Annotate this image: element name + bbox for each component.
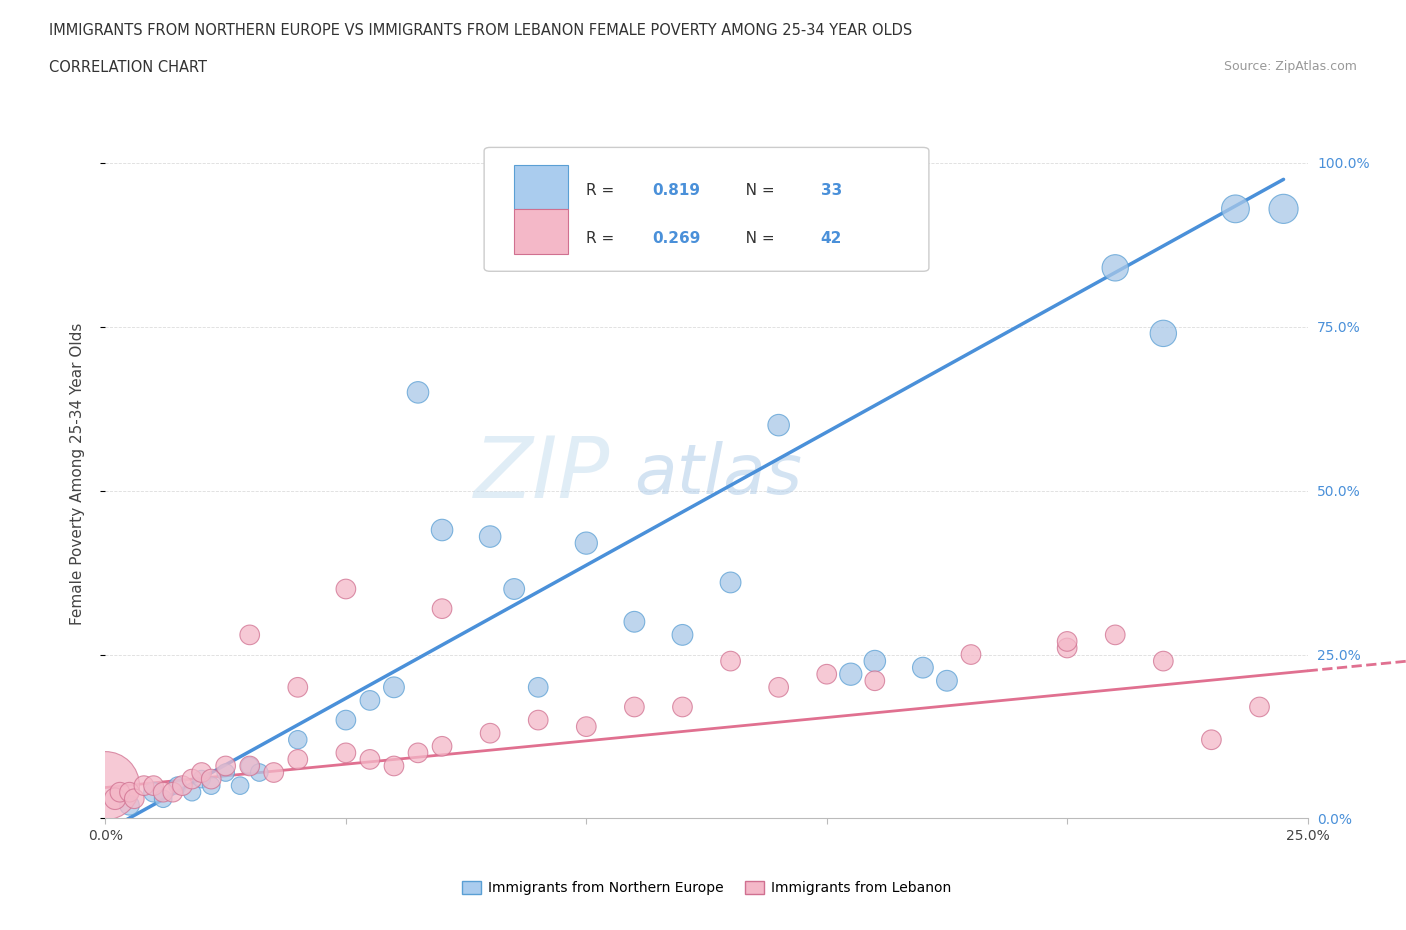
Text: 0.819: 0.819 bbox=[652, 183, 700, 198]
Point bbox=[720, 575, 742, 590]
FancyBboxPatch shape bbox=[515, 209, 568, 254]
Point bbox=[406, 746, 429, 761]
Point bbox=[200, 778, 222, 793]
Point bbox=[335, 581, 357, 596]
Point bbox=[172, 778, 194, 793]
FancyBboxPatch shape bbox=[484, 148, 929, 272]
Point bbox=[287, 732, 309, 747]
Text: 0.269: 0.269 bbox=[652, 231, 700, 246]
Point bbox=[152, 785, 174, 800]
Point bbox=[503, 581, 526, 596]
Text: R =: R = bbox=[586, 231, 620, 246]
Point bbox=[575, 719, 598, 734]
Point bbox=[181, 772, 204, 787]
Point bbox=[671, 699, 693, 714]
Point bbox=[623, 699, 645, 714]
Point bbox=[479, 725, 502, 740]
Text: atlas: atlas bbox=[634, 441, 803, 508]
Point bbox=[200, 772, 222, 787]
Point bbox=[190, 765, 212, 780]
Text: Source: ZipAtlas.com: Source: ZipAtlas.com bbox=[1223, 60, 1357, 73]
Point bbox=[382, 680, 405, 695]
Point bbox=[287, 752, 309, 767]
Point bbox=[359, 693, 381, 708]
Point bbox=[1056, 641, 1078, 656]
Point bbox=[430, 601, 453, 616]
Point bbox=[263, 765, 285, 780]
Point bbox=[247, 765, 270, 780]
Point bbox=[162, 785, 184, 800]
Point bbox=[863, 654, 886, 669]
Point bbox=[839, 667, 862, 682]
Text: ZIP: ZIP bbox=[474, 432, 610, 516]
Text: CORRELATION CHART: CORRELATION CHART bbox=[49, 60, 207, 75]
Point bbox=[152, 791, 174, 806]
Point bbox=[166, 778, 188, 793]
Point bbox=[359, 752, 381, 767]
Point bbox=[430, 738, 453, 753]
FancyBboxPatch shape bbox=[515, 165, 568, 209]
Point bbox=[94, 778, 117, 793]
Text: IMMIGRANTS FROM NORTHERN EUROPE VS IMMIGRANTS FROM LEBANON FEMALE POVERTY AMONG : IMMIGRANTS FROM NORTHERN EUROPE VS IMMIG… bbox=[49, 23, 912, 38]
Point bbox=[335, 746, 357, 761]
Point bbox=[104, 791, 127, 806]
Point bbox=[623, 615, 645, 630]
Point bbox=[108, 785, 131, 800]
Point bbox=[575, 536, 598, 551]
Point bbox=[527, 712, 550, 727]
Point bbox=[1225, 202, 1247, 217]
Point bbox=[214, 765, 236, 780]
Point bbox=[768, 418, 790, 432]
Point bbox=[1249, 699, 1271, 714]
Point bbox=[479, 529, 502, 544]
Point bbox=[936, 673, 959, 688]
Point bbox=[239, 628, 262, 643]
Point bbox=[671, 628, 693, 643]
Point bbox=[1152, 326, 1174, 340]
Point bbox=[118, 785, 141, 800]
Text: N =: N = bbox=[731, 231, 779, 246]
Point bbox=[1272, 202, 1295, 217]
Point bbox=[287, 680, 309, 695]
Point bbox=[118, 798, 141, 813]
Point bbox=[430, 523, 453, 538]
Point bbox=[911, 660, 934, 675]
Point bbox=[720, 654, 742, 669]
Point bbox=[190, 772, 212, 787]
Point bbox=[142, 778, 165, 793]
Text: 42: 42 bbox=[821, 231, 842, 246]
Point bbox=[1201, 732, 1223, 747]
Text: R =: R = bbox=[586, 183, 620, 198]
Point bbox=[229, 778, 252, 793]
Point bbox=[132, 778, 155, 793]
Point bbox=[1152, 654, 1174, 669]
Point bbox=[406, 385, 429, 400]
Point bbox=[142, 785, 165, 800]
Legend: Immigrants from Northern Europe, Immigrants from Lebanon: Immigrants from Northern Europe, Immigra… bbox=[456, 876, 957, 901]
Point bbox=[214, 759, 236, 774]
Point bbox=[1104, 628, 1126, 643]
Point bbox=[239, 759, 262, 774]
Point bbox=[1104, 260, 1126, 275]
Point bbox=[863, 673, 886, 688]
Point bbox=[527, 680, 550, 695]
Point bbox=[382, 759, 405, 774]
Y-axis label: Female Poverty Among 25-34 Year Olds: Female Poverty Among 25-34 Year Olds bbox=[70, 323, 84, 626]
Text: N =: N = bbox=[731, 183, 779, 198]
Point bbox=[768, 680, 790, 695]
Text: 33: 33 bbox=[821, 183, 842, 198]
Point bbox=[1056, 634, 1078, 649]
Point bbox=[239, 759, 262, 774]
Point bbox=[815, 667, 838, 682]
Point bbox=[181, 785, 204, 800]
Point bbox=[335, 712, 357, 727]
Point bbox=[124, 791, 146, 806]
Point bbox=[960, 647, 983, 662]
